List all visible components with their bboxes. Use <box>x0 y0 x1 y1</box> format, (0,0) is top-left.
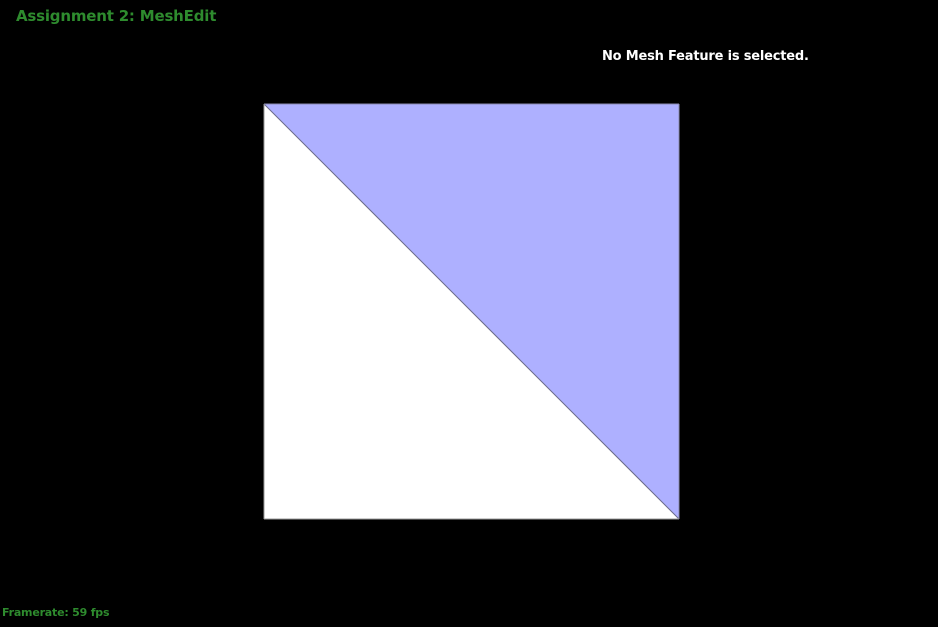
framerate-readout: Framerate: 59 fps <box>2 606 110 619</box>
app-title: Assignment 2: MeshEdit <box>16 7 217 25</box>
selection-status: No Mesh Feature is selected. <box>602 49 809 64</box>
mesh-edge-diagonal[interactable] <box>263 103 680 520</box>
